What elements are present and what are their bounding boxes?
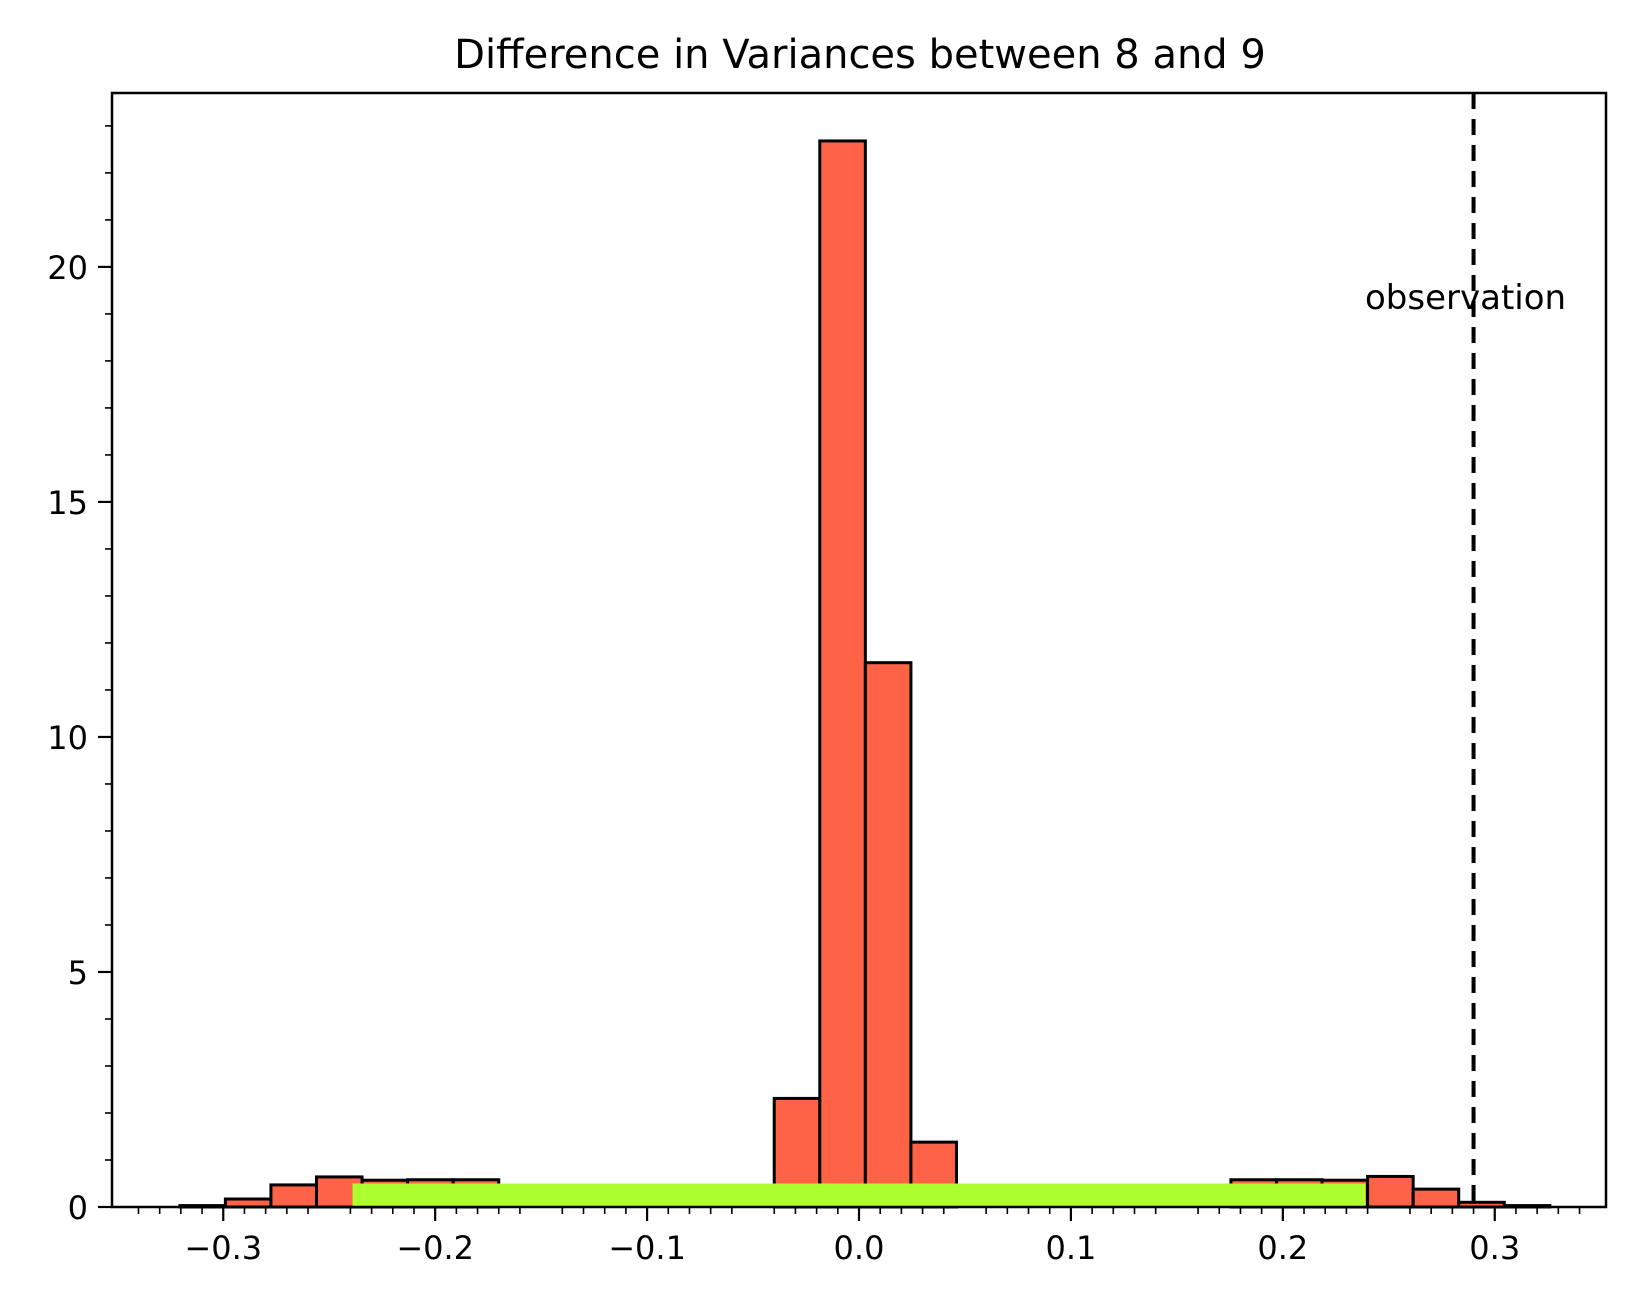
bars-layer [178,139,1552,1209]
x-tick-label: −0.1 [608,1229,686,1267]
y-tick-label: 10 [47,719,88,757]
y-tick-label: 5 [68,954,88,992]
y-tick-label: 15 [47,484,88,522]
histogram-bar [863,661,913,1209]
x-tick-label: 0.2 [1257,1229,1308,1267]
observation-label: observation [1365,278,1566,318]
chart-title: Difference in Variances between 8 and 9 [454,32,1266,78]
histogram-bar [1366,1174,1415,1209]
x-tick-label: 0.0 [834,1229,885,1267]
band-layer [352,1183,1366,1207]
y-tick-label: 20 [47,249,88,287]
x-tick-label: 0.1 [1045,1229,1096,1267]
x-tick-label: −0.2 [396,1229,474,1267]
confidence-band [352,1183,1366,1207]
histogram-bar [818,139,867,1209]
x-tick-label: 0.3 [1469,1229,1520,1267]
histogram-bar [269,1183,318,1209]
histogram-bar [1411,1187,1461,1209]
y-tick-label: 0 [68,1189,88,1227]
ticks-layer: −0.3 −0.2 −0.1 0.0 0.1 0.2 0.3 0 5 10 15 20 [47,125,1581,1267]
x-tick-label: −0.3 [184,1229,262,1267]
observation-layer: observation [1365,93,1566,1207]
